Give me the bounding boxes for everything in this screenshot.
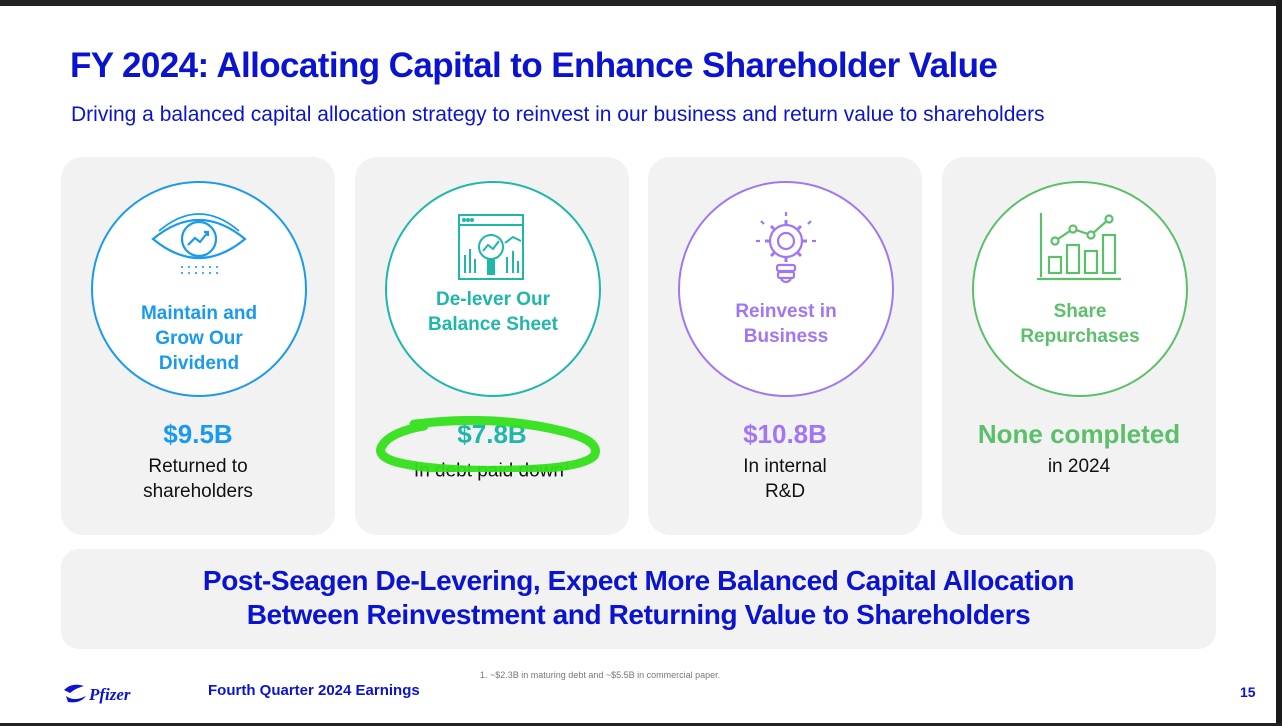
card-label: Maintain and Grow Our Dividend [140, 303, 258, 374]
card-description: Returned to shareholders [143, 456, 253, 502]
slide-title: FY 2024: Allocating Capital to Enhance S… [70, 46, 998, 85]
card-value: $9.5B [163, 419, 233, 449]
window-top-border [0, 0, 1282, 6]
window-bottom-border [0, 723, 1282, 726]
card-label: De-lever Our Balance Sheet [428, 289, 558, 335]
card-circle: Maintain and Grow Our Dividend [91, 181, 307, 397]
growth-bar-chart-icon [1037, 213, 1121, 281]
footer-title: Fourth Quarter 2024 Earnings [208, 682, 420, 699]
card-dividend: Maintain and Grow Our Dividend $9.5B Ret… [61, 157, 335, 535]
pfizer-logo: Pfizer [62, 680, 152, 706]
eye-chart-icon [151, 213, 247, 274]
card-value: None completed [977, 419, 1181, 449]
pfizer-logo-text: Pfizer [88, 685, 131, 704]
card-label: Share Repurchases [1020, 301, 1140, 347]
card-balance-sheet: De-lever Our Balance Sheet $7.8B In debt… [355, 157, 629, 535]
card-circle: De-lever Our Balance Sheet [385, 181, 601, 397]
card-label: Reinvest in Business [735, 301, 837, 347]
footnote: 1. ~$2.3B in maturing debt and ~$5.5B in… [480, 670, 721, 680]
card-value: $10.8B [743, 419, 827, 449]
pfizer-logo-icon: Pfizer [64, 684, 131, 704]
card-circle: Reinvest in Business [678, 181, 894, 397]
card-circle: Share Repurchases [972, 181, 1188, 397]
card-reinvest: Reinvest in Business $10.8B In internal … [648, 157, 922, 535]
page-number: 15 [1240, 684, 1256, 700]
card-repurchases: Share Repurchases None completed in 2024 [942, 157, 1216, 535]
highlight-scribble [376, 416, 600, 472]
slide-subtitle: Driving a balanced capital allocation st… [71, 103, 1045, 126]
gear-lightbulb-icon [756, 212, 816, 284]
banner-line-2: Between Reinvestment and Returning Value… [246, 599, 1031, 630]
banner-line-1: Post-Seagen De-Levering, Expect More Bal… [202, 565, 1075, 596]
summary-banner: Post-Seagen De-Levering, Expect More Bal… [61, 549, 1216, 649]
analytics-magnifier-icon [458, 214, 524, 280]
window-right-border [1276, 0, 1282, 726]
card-description: in 2024 [1047, 456, 1111, 477]
card-description: In internal R&D [743, 456, 827, 502]
